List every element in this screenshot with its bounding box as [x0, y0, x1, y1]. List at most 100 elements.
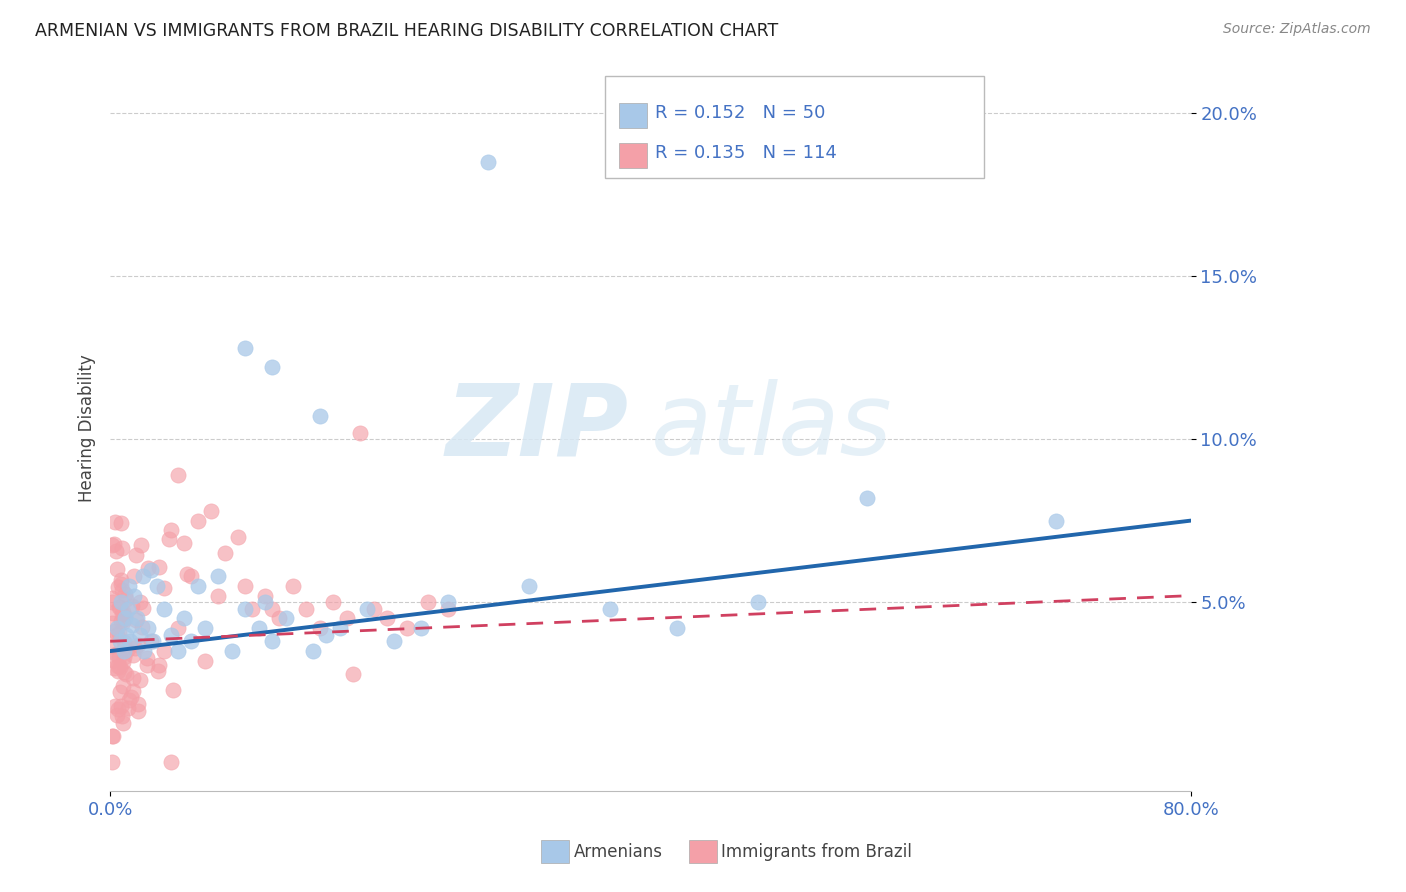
Point — [295, 601, 318, 615]
Point — [262, 601, 284, 615]
Point — [127, 638, 149, 652]
Point — [233, 601, 256, 615]
Point — [108, 685, 131, 699]
Point — [517, 579, 540, 593]
Point — [356, 601, 378, 615]
Point — [167, 468, 190, 483]
Point — [101, 653, 124, 667]
Point — [132, 644, 155, 658]
Point — [437, 595, 460, 609]
Point — [103, 661, 125, 675]
Point — [105, 708, 128, 723]
Point — [329, 621, 352, 635]
Point — [233, 341, 256, 355]
Point — [100, 640, 122, 654]
Point — [148, 560, 170, 574]
Point — [409, 621, 432, 635]
Point — [315, 628, 337, 642]
Point — [107, 702, 129, 716]
Point — [112, 634, 135, 648]
Point — [349, 425, 371, 440]
Point — [136, 658, 159, 673]
Point — [153, 581, 176, 595]
Point — [100, 591, 122, 605]
Point — [107, 659, 129, 673]
Point — [127, 704, 149, 718]
Point — [111, 607, 134, 621]
Point — [128, 628, 150, 642]
Point — [180, 569, 202, 583]
Point — [112, 611, 135, 625]
Point — [322, 595, 344, 609]
Point — [114, 640, 136, 655]
Point — [221, 644, 243, 658]
Point — [262, 360, 284, 375]
Point — [129, 538, 152, 552]
Point — [131, 620, 153, 634]
Point — [160, 755, 183, 769]
Point — [160, 628, 183, 642]
Point — [124, 569, 146, 583]
Point — [125, 548, 148, 562]
Point — [166, 644, 188, 658]
Point — [127, 611, 149, 625]
Point — [240, 601, 263, 615]
Text: ZIP: ZIP — [446, 379, 628, 476]
Point — [121, 648, 143, 663]
Point — [110, 595, 132, 609]
Point — [124, 641, 146, 656]
Point — [122, 684, 145, 698]
Point — [254, 595, 277, 609]
Point — [128, 673, 150, 688]
Point — [108, 599, 131, 614]
Point — [103, 537, 125, 551]
Point — [127, 697, 149, 711]
Point — [136, 621, 159, 635]
Point — [1045, 514, 1067, 528]
Point — [375, 611, 398, 625]
Point — [114, 592, 136, 607]
Y-axis label: Hearing Disability: Hearing Disability — [79, 354, 96, 501]
Point — [118, 579, 141, 593]
Point — [301, 644, 323, 658]
Point — [180, 634, 202, 648]
Point — [110, 614, 132, 628]
Point — [114, 587, 136, 601]
Point — [233, 579, 256, 593]
Point — [111, 709, 134, 723]
Point — [112, 649, 135, 664]
Point — [855, 491, 877, 505]
Text: Armenians: Armenians — [574, 843, 662, 861]
Point — [117, 643, 139, 657]
Point — [107, 580, 129, 594]
Point — [599, 601, 621, 615]
Point — [100, 594, 122, 608]
Point — [108, 599, 131, 614]
Point — [104, 515, 127, 529]
Point — [112, 665, 135, 679]
Point — [342, 666, 364, 681]
Point — [101, 606, 124, 620]
Point — [363, 601, 385, 615]
Point — [142, 634, 165, 648]
Point — [396, 621, 419, 635]
Point — [111, 655, 134, 669]
Point — [115, 628, 138, 642]
Point — [207, 589, 229, 603]
Point — [173, 536, 195, 550]
Point — [308, 621, 330, 635]
Point — [121, 599, 143, 614]
Point — [187, 514, 209, 528]
Point — [207, 569, 229, 583]
Point — [416, 595, 439, 609]
Point — [108, 634, 131, 648]
Point — [335, 611, 357, 625]
Point — [194, 654, 217, 668]
Point — [100, 729, 122, 743]
Point — [112, 679, 135, 693]
Point — [105, 627, 128, 641]
Point — [747, 595, 769, 609]
Point — [274, 611, 297, 625]
Point — [228, 530, 250, 544]
Text: R = 0.135   N = 114: R = 0.135 N = 114 — [655, 145, 837, 162]
